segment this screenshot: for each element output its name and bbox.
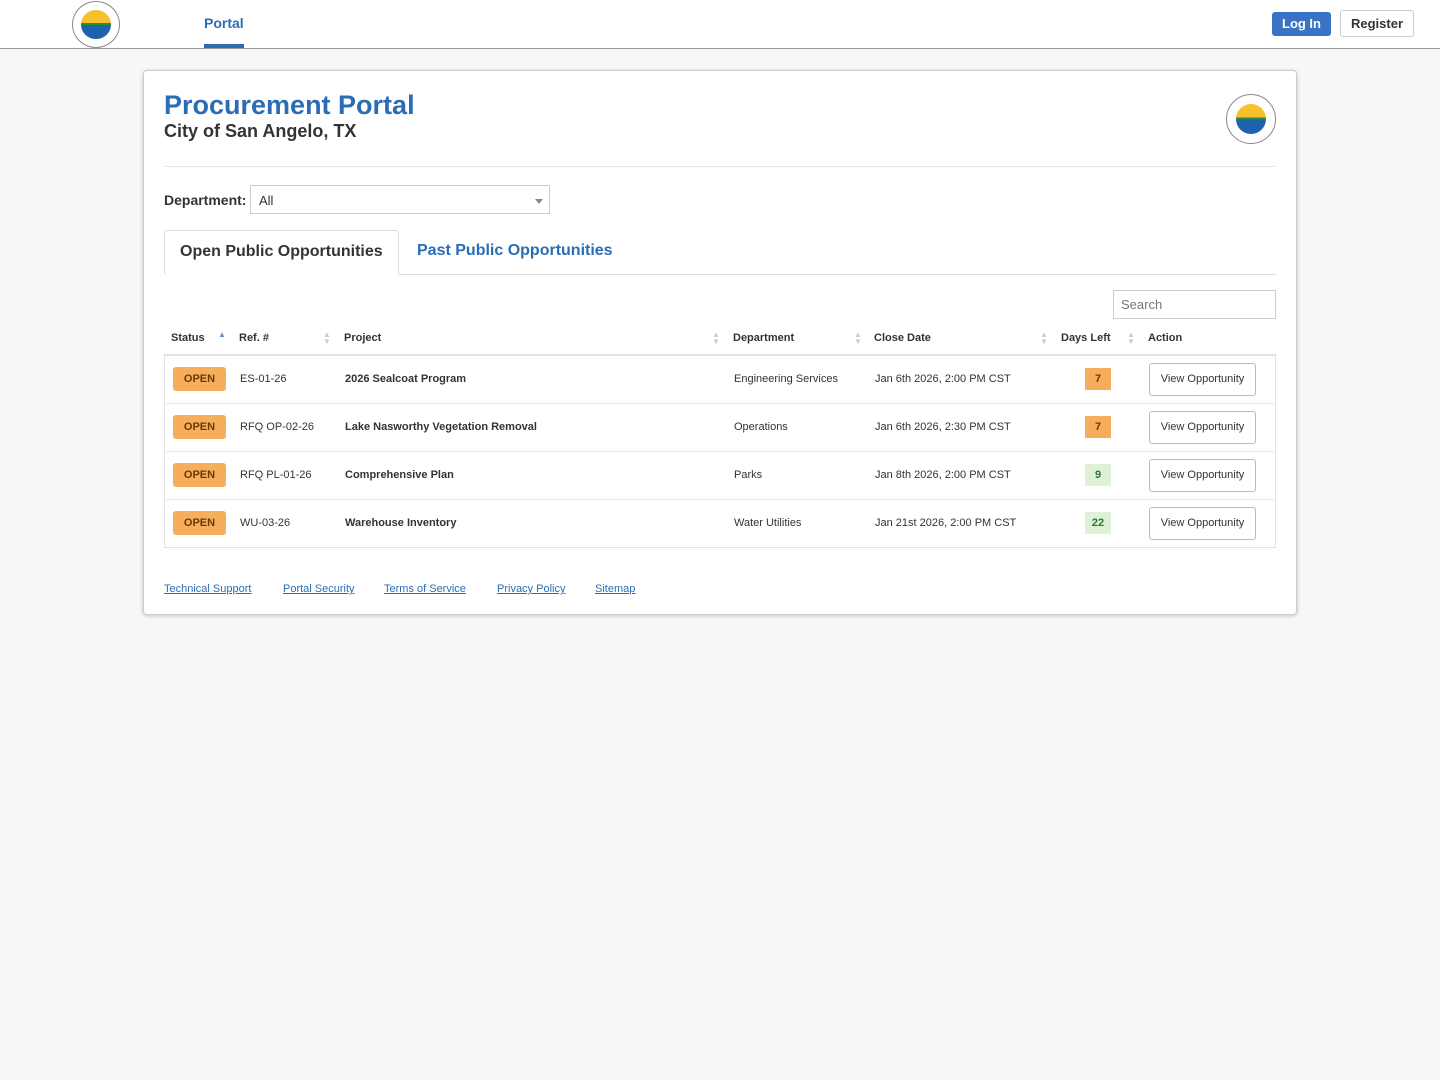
chevron-down-icon [535, 199, 543, 204]
days-left-badge: 9 [1085, 464, 1111, 486]
active-tab-indicator [204, 44, 244, 48]
divider [164, 166, 1276, 167]
ref-number: RFQ OP-02-26 [240, 421, 314, 433]
sort-icon[interactable]: ▲ ▼ [323, 330, 331, 346]
sort-asc-icon[interactable]: ▲ [218, 330, 226, 339]
view-opportunity-button[interactable]: View Opportunity [1149, 411, 1256, 444]
column-header-action: Action [1148, 332, 1183, 344]
opportunities-table: OPEN ES-01-26 2026 Sealcoat Program Engi… [164, 356, 1276, 548]
column-header-ref[interactable]: Ref. # [239, 332, 269, 344]
column-header-status[interactable]: Status [171, 332, 205, 344]
city-seal-logo[interactable] [72, 1, 120, 48]
table-row: OPEN RFQ OP-02-26 Lake Nasworthy Vegetat… [165, 404, 1275, 452]
project-name: Lake Nasworthy Vegetation Removal [345, 421, 537, 433]
status-badge: OPEN [173, 511, 226, 535]
search-input[interactable] [1113, 290, 1276, 319]
city-seal-icon [1226, 94, 1276, 144]
login-button[interactable]: Log In [1272, 12, 1331, 36]
table-header-divider [164, 354, 1276, 356]
days-left-badge: 7 [1085, 416, 1111, 438]
view-opportunity-button[interactable]: View Opportunity [1149, 507, 1256, 540]
footer-link-privacy[interactable]: Privacy Policy [497, 583, 566, 595]
top-navbar: Portal Log In Register [0, 0, 1440, 49]
close-date: Jan 21st 2026, 2:00 PM CST [875, 517, 1017, 529]
tab-open-opportunities[interactable]: Open Public Opportunities [164, 230, 399, 275]
register-button[interactable]: Register [1340, 10, 1414, 37]
status-badge: OPEN [173, 367, 226, 391]
ref-number: RFQ PL-01-26 [240, 469, 312, 481]
table-row: OPEN WU-03-26 Warehouse Inventory Water … [165, 500, 1275, 548]
ref-number: WU-03-26 [240, 517, 291, 529]
department: Water Utilities [734, 517, 802, 529]
column-header-project[interactable]: Project [344, 332, 382, 344]
status-badge: OPEN [173, 463, 226, 487]
project-name: Warehouse Inventory [345, 517, 457, 529]
sort-icon[interactable]: ▲ ▼ [712, 330, 720, 346]
footer-link-terms[interactable]: Terms of Service [384, 583, 466, 595]
department: Engineering Services [734, 373, 838, 385]
project-name: 2026 Sealcoat Program [345, 373, 467, 385]
days-left-badge: 22 [1085, 512, 1111, 534]
days-left-badge: 7 [1085, 368, 1111, 390]
department: Parks [734, 469, 763, 481]
footer-link-portal-security[interactable]: Portal Security [283, 583, 355, 595]
department-value: All [259, 193, 274, 208]
sort-icon[interactable]: ▲ ▼ [1127, 330, 1135, 346]
tabs-divider [164, 274, 1276, 275]
footer-link-technical-support[interactable]: Technical Support [164, 583, 252, 595]
department: Operations [734, 421, 788, 433]
close-date: Jan 6th 2026, 2:30 PM CST [875, 421, 1011, 433]
view-opportunity-button[interactable]: View Opportunity [1149, 459, 1256, 492]
table-row: OPEN ES-01-26 2026 Sealcoat Program Engi… [165, 356, 1275, 404]
ref-number: ES-01-26 [240, 373, 287, 385]
view-opportunity-button[interactable]: View Opportunity [1149, 363, 1256, 396]
sort-icon[interactable]: ▲ ▼ [1040, 330, 1048, 346]
project-name: Comprehensive Plan [345, 469, 454, 481]
column-header-days-left[interactable]: Days Left [1061, 332, 1111, 344]
nav-tab-portal[interactable]: Portal [204, 15, 244, 31]
table-row: OPEN RFQ PL-01-26 Comprehensive Plan Par… [165, 452, 1275, 500]
column-header-department[interactable]: Department [733, 332, 795, 344]
tab-past-opportunities[interactable]: Past Public Opportunities [417, 242, 613, 259]
column-header-close-date[interactable]: Close Date [874, 332, 931, 344]
page-title: Procurement Portal [164, 90, 415, 120]
status-badge: OPEN [173, 415, 226, 439]
page-subtitle: City of San Angelo, TX [164, 121, 357, 141]
sort-icon[interactable]: ▲ ▼ [854, 330, 862, 346]
close-date: Jan 8th 2026, 2:00 PM CST [875, 469, 1011, 481]
footer-link-sitemap[interactable]: Sitemap [595, 583, 636, 595]
department-select[interactable]: All [250, 185, 550, 214]
close-date: Jan 6th 2026, 2:00 PM CST [875, 373, 1011, 385]
department-label: Department: [164, 192, 247, 208]
